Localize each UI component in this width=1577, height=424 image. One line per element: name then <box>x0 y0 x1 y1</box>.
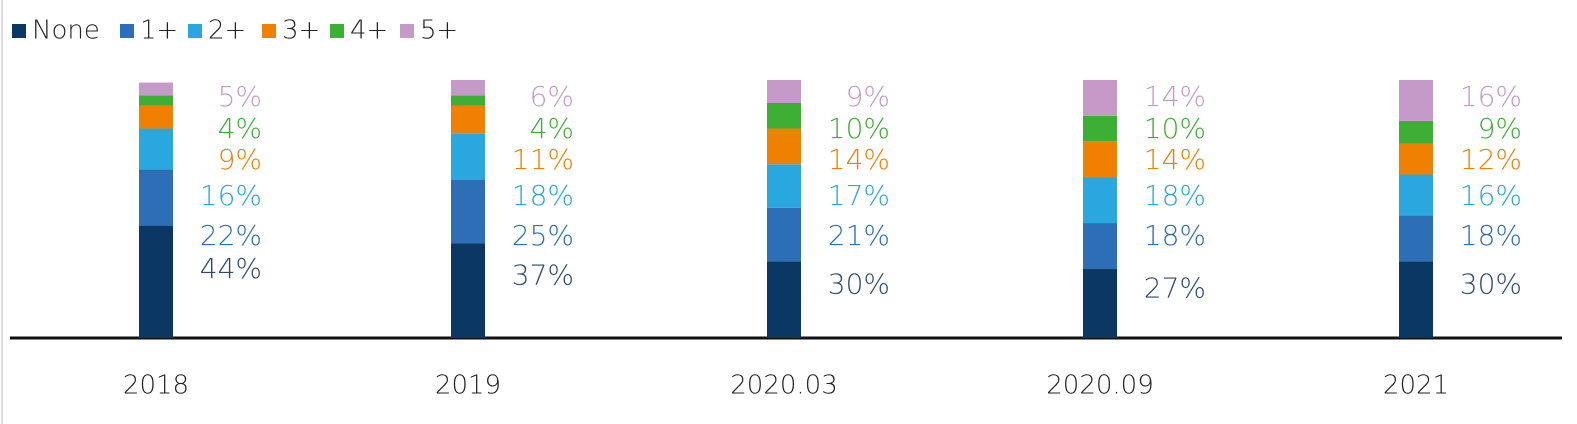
data-label: 18% <box>512 179 574 212</box>
data-label: 9% <box>1478 112 1522 145</box>
data-label: 14% <box>1144 143 1206 176</box>
legend-swatch <box>330 24 344 38</box>
bar-segment <box>1083 141 1117 178</box>
bar-segment <box>139 82 173 96</box>
legend-label: 2+ <box>208 16 246 46</box>
bar-segment <box>139 128 173 170</box>
data-label: 14% <box>828 143 890 176</box>
data-label: 4% <box>218 112 262 145</box>
bar-segment <box>451 243 485 338</box>
bar-segment <box>139 105 173 129</box>
data-label: 5% <box>218 80 262 113</box>
legend-swatch <box>12 24 26 38</box>
x-tick-label: 2020.03 <box>730 371 838 401</box>
legend-swatch <box>400 24 414 38</box>
bar-segment <box>139 169 173 226</box>
data-label: 4% <box>530 112 574 145</box>
data-label: 25% <box>512 219 574 252</box>
data-label: 14% <box>1144 80 1206 113</box>
bar-segment <box>1399 174 1433 216</box>
data-label: 6% <box>530 80 574 113</box>
x-tick-label: 2019 <box>435 371 501 401</box>
data-label: 18% <box>1144 219 1206 252</box>
data-label: 16% <box>1460 179 1522 212</box>
data-label: 16% <box>1460 80 1522 113</box>
bar-segment <box>139 225 173 338</box>
data-label: 9% <box>218 143 262 176</box>
data-label: 12% <box>1460 143 1522 176</box>
x-tick-label: 2020.09 <box>1046 371 1154 401</box>
data-label: 11% <box>512 143 574 176</box>
bar-segment <box>1083 177 1117 224</box>
legend-label: None <box>32 16 100 46</box>
data-label: 9% <box>846 80 890 113</box>
legend-label: 1+ <box>140 16 178 46</box>
data-label: 18% <box>1460 219 1522 252</box>
legend-label: 3+ <box>282 16 320 46</box>
bar-segment <box>451 179 485 244</box>
legend-swatch <box>188 24 202 38</box>
legend-label: 4+ <box>350 16 388 46</box>
data-label: 37% <box>512 259 574 292</box>
bar-segment <box>1399 120 1433 144</box>
bar-segment <box>1083 80 1117 116</box>
bar-segment <box>767 261 801 338</box>
bar-segment <box>451 80 485 96</box>
bar-segment <box>1399 261 1433 338</box>
data-label: 22% <box>200 219 262 252</box>
data-label: 17% <box>828 179 890 212</box>
legend-swatch <box>120 24 134 38</box>
bar-segment <box>1083 115 1117 142</box>
bar-segment <box>767 80 801 103</box>
bar-segment <box>1083 223 1117 270</box>
bar-segment <box>767 102 801 129</box>
bar-segment <box>1399 215 1433 262</box>
data-label: 27% <box>1144 272 1206 305</box>
data-label: 16% <box>200 179 262 212</box>
x-tick-label: 2021 <box>1383 371 1449 401</box>
bar-segment <box>767 128 801 165</box>
x-tick-label: 2018 <box>123 371 189 401</box>
data-label: 18% <box>1144 179 1206 212</box>
bar-segment <box>767 164 801 208</box>
data-label: 10% <box>1144 112 1206 145</box>
bar-segment <box>451 133 485 180</box>
bar-segment <box>1399 143 1433 175</box>
data-label: 30% <box>828 268 890 301</box>
data-label: 44% <box>200 252 262 285</box>
legend-label: 5+ <box>420 16 458 46</box>
legend-swatch <box>262 24 276 38</box>
bar-segment <box>1399 80 1433 121</box>
data-label: 21% <box>828 219 890 252</box>
bar-segment <box>451 95 485 106</box>
bar-segment <box>767 207 801 262</box>
data-label: 30% <box>1460 268 1522 301</box>
data-label: 10% <box>828 112 890 145</box>
bar-segment <box>139 95 173 106</box>
bar-segment <box>1083 269 1117 338</box>
bar-segment <box>451 105 485 134</box>
